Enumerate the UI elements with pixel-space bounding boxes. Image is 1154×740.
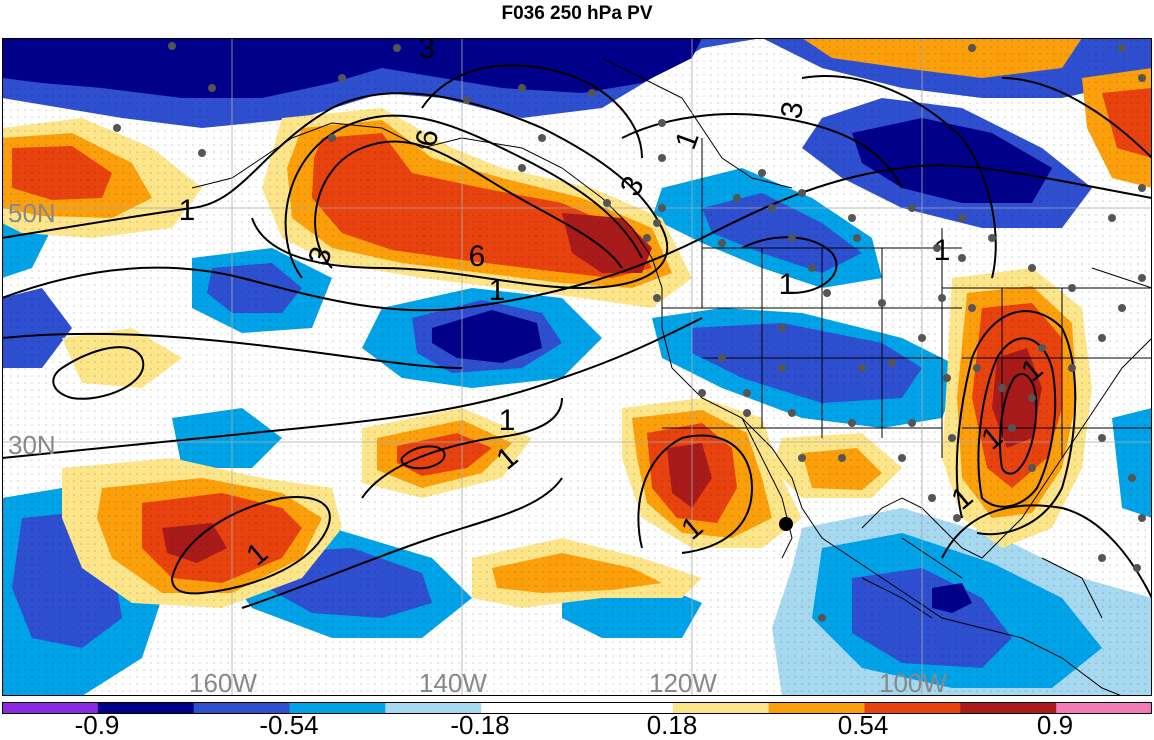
colorbar-swatch (768, 702, 865, 714)
political-borders (662, 138, 1152, 619)
colorbar-swatch (577, 702, 674, 714)
colorbar-swatch (97, 702, 195, 714)
colorbar-swatch (193, 702, 290, 714)
colorbar-tick: -0.9 (74, 710, 120, 740)
longitude-label: 140W (419, 668, 487, 696)
coastlines (191, 57, 1152, 696)
contour-label: 1 (779, 268, 796, 301)
contour-label: 3 (419, 38, 436, 65)
colorbar-tick: -0.54 (259, 710, 319, 740)
contour-label: 1 (179, 194, 196, 227)
pv-map: 3 6 1 3 6 3 1 3 1 1 1 1 1 1 1 1 1 1 50N … (2, 38, 1152, 696)
colorbar-swatch (481, 702, 578, 714)
longitude-label: 160W (189, 668, 257, 696)
contour-label: 1 (489, 274, 506, 307)
map-frame (2, 38, 1152, 696)
colorbar-swatch (672, 702, 770, 714)
colorbar-tick: 0.9 (1036, 710, 1074, 740)
contour-label: 1 (934, 234, 951, 267)
colorbar-tick: 0.18 (646, 710, 698, 740)
colorbar-swatch (289, 702, 386, 714)
contour-label: 1 (499, 404, 516, 437)
positive-pv-fields (2, 38, 1152, 696)
latitude-label: 30N (8, 430, 56, 460)
colorbar-swatch (864, 702, 961, 714)
colorbar-swatch (1056, 702, 1152, 714)
colorbar-tick: 0.54 (837, 710, 889, 740)
colorbar-swatch (385, 702, 482, 714)
contour-label: 6 (469, 240, 486, 273)
contour-label: 6 (410, 127, 445, 149)
station-markers (113, 42, 1146, 622)
longitude-label: 120W (649, 668, 717, 696)
colorbar (2, 702, 1152, 714)
graticule-labels: 50N 30N 160W 140W 120W 100W (8, 198, 947, 696)
colorbar-tick: -0.18 (450, 710, 510, 740)
map-title: F036 250 hPa PV (501, 3, 653, 24)
colorbar-swatch (960, 702, 1057, 714)
colorbar-swatch (2, 702, 99, 714)
longitude-label: 100W (879, 668, 947, 696)
contour-label: 3 (775, 99, 810, 121)
latitude-label: 50N (8, 198, 56, 228)
colorbar-tick-labels: -0.9 -0.54 -0.18 0.18 0.54 0.9 (0, 712, 1154, 739)
